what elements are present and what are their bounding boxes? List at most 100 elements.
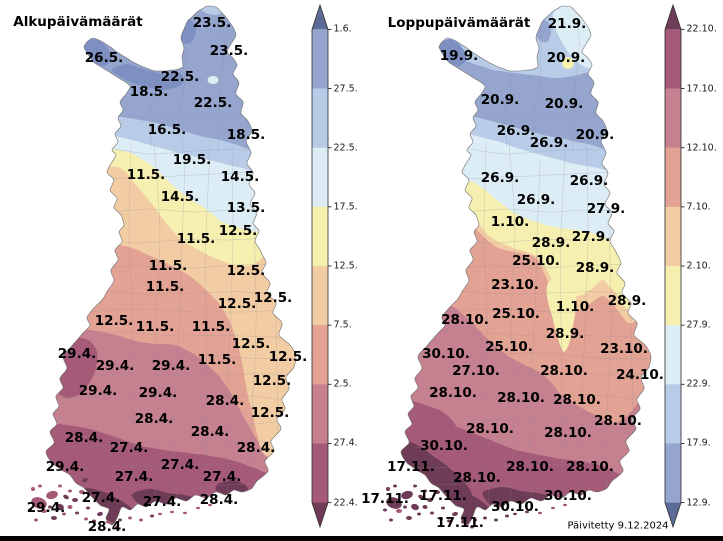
date-label-right: 28.9. <box>607 293 647 309</box>
date-label-left: 12.5. <box>218 223 258 239</box>
island <box>128 516 132 520</box>
island <box>411 503 419 511</box>
colorbar-arrow-top <box>665 5 681 30</box>
island <box>31 487 35 491</box>
updated-timestamp: Päivitetty 9.12.2024 <box>567 520 669 532</box>
date-label-left: 28.4. <box>199 492 239 508</box>
zone-left-light-spot <box>207 76 219 84</box>
island <box>34 518 38 522</box>
island <box>389 518 393 522</box>
island <box>41 509 47 513</box>
island <box>139 518 143 522</box>
date-label-left: 27.4. <box>142 494 182 510</box>
date-label-right: 26.9. <box>569 173 609 189</box>
island <box>75 511 79 515</box>
date-label-right: 28.10. <box>441 312 489 328</box>
island <box>423 489 427 493</box>
zone-right-yellow-tongue <box>546 274 577 352</box>
island <box>441 506 445 510</box>
date-label-right: 28.10. <box>553 392 601 408</box>
colorbar-tick-label: 2.5. <box>333 378 352 390</box>
island <box>461 520 465 524</box>
date-label-left: 11.5. <box>191 319 231 335</box>
date-label-right: 20.9. <box>544 96 584 112</box>
zone-right-armtip <box>439 39 467 67</box>
date-label-left: 22.5. <box>193 95 233 111</box>
colorbar-tick-label: 17.10. <box>686 83 717 95</box>
date-label-left: 26.5. <box>84 50 124 66</box>
date-label-left: 12.5. <box>253 290 293 306</box>
date-label-left: 11.5. <box>176 231 216 247</box>
date-label-right: 17.11. <box>436 515 484 531</box>
colorbar-left <box>311 3 332 529</box>
date-label-left: 23.5. <box>209 43 249 59</box>
island <box>28 508 32 512</box>
colorbar-band <box>312 88 328 149</box>
date-label-left: 19.5. <box>172 152 212 168</box>
island <box>63 494 69 500</box>
colorbar-band <box>312 443 328 503</box>
island <box>393 484 397 488</box>
date-label-right: 24.10. <box>616 367 664 383</box>
colorbar-tick-label: 27.9. <box>686 319 711 331</box>
colorbar-tick-label: 22.5. <box>333 142 358 154</box>
colorbar-tick-label: 27.4. <box>333 437 358 449</box>
island <box>383 508 387 512</box>
date-label-right: 1.10. <box>490 214 530 230</box>
island <box>67 505 73 509</box>
colorbar-tick-label: 22.10. <box>686 23 717 35</box>
island <box>158 512 162 516</box>
colorbar-band <box>665 325 681 385</box>
island <box>79 489 85 495</box>
date-label-right: 28.10. <box>540 363 588 379</box>
date-label-right: 28.9. <box>545 326 585 342</box>
archipelago-right <box>383 471 567 529</box>
island <box>93 493 97 497</box>
date-label-right: 1.10. <box>555 299 595 315</box>
date-label-left: 12.5. <box>217 296 257 312</box>
island <box>386 487 390 491</box>
date-label-right: 26.9. <box>480 170 520 186</box>
date-label-left: 11.5. <box>126 167 166 183</box>
colorbar-tick-label: 17.9. <box>686 437 711 449</box>
date-label-left: 28.4. <box>64 430 104 446</box>
date-label-left: 22.5. <box>160 69 200 85</box>
colorbar-band <box>665 29 681 89</box>
island <box>208 503 212 507</box>
colorbar-tick-label: 7.5. <box>333 319 352 331</box>
date-label-left: 11.5. <box>135 319 175 335</box>
colorbar-band <box>312 266 328 326</box>
map-title-left: Alkupäivämäärät <box>13 14 143 30</box>
date-label-left: 28.4. <box>205 393 245 409</box>
date-label-left: 12.5. <box>268 349 308 365</box>
zone-left-tip <box>196 6 227 15</box>
date-label-left: 11.5. <box>148 258 188 274</box>
date-label-left: 12.5. <box>226 263 266 279</box>
date-label-right: 27.9. <box>586 201 626 217</box>
zone-left-wrist <box>111 64 184 90</box>
date-label-right: 27.9. <box>571 229 611 245</box>
island <box>473 518 477 522</box>
island <box>68 489 72 493</box>
island <box>525 510 529 514</box>
date-label-right: 28.10. <box>594 413 642 429</box>
date-label-left: 28.4. <box>190 424 230 440</box>
colorbar-tick-label: 1.6. <box>333 23 352 35</box>
colorbar-tick-label: 27.5. <box>333 83 358 95</box>
island <box>150 514 154 518</box>
colorbar-band <box>665 206 681 267</box>
colorbar-band <box>665 266 681 326</box>
date-label-right: 23.10. <box>491 277 539 293</box>
date-label-left: 11.5. <box>145 279 185 295</box>
island <box>483 516 487 520</box>
date-label-right: 28.9. <box>531 235 571 251</box>
date-label-left: 29.4. <box>45 459 85 475</box>
date-label-left: 28.4. <box>134 411 174 427</box>
island <box>417 512 421 516</box>
island <box>413 484 417 488</box>
island <box>386 497 402 509</box>
date-label-left: 27.4. <box>202 469 242 485</box>
date-label-right: 23.10. <box>600 341 648 357</box>
